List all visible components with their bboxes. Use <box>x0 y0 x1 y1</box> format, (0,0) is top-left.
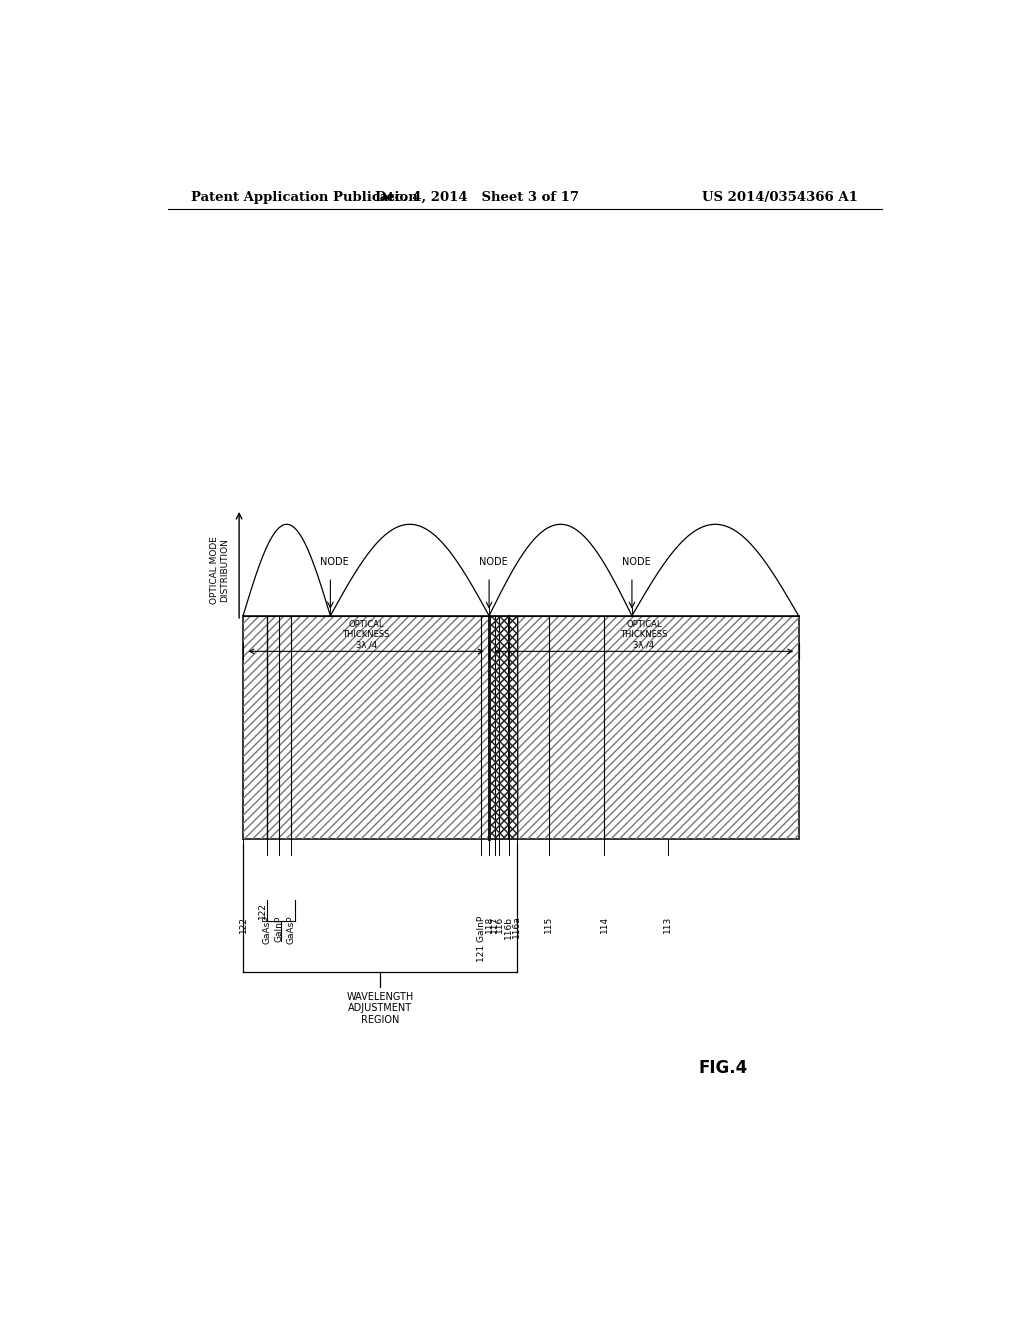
Text: 122: 122 <box>258 902 267 919</box>
Text: OPTICAL
THICKNESS
3λ /4: OPTICAL THICKNESS 3λ /4 <box>342 619 390 649</box>
Text: Dec. 4, 2014   Sheet 3 of 17: Dec. 4, 2014 Sheet 3 of 17 <box>375 190 580 203</box>
Bar <box>243 615 799 840</box>
Text: NODE: NODE <box>622 557 650 568</box>
Text: 121 GaInP: 121 GaInP <box>476 916 485 962</box>
Text: 113: 113 <box>664 916 672 933</box>
Text: 118: 118 <box>484 916 494 933</box>
Text: GaInP: GaInP <box>274 916 284 942</box>
Text: Patent Application Publication: Patent Application Publication <box>191 190 418 203</box>
Text: 122: 122 <box>239 916 248 933</box>
Text: 114: 114 <box>600 916 608 933</box>
Bar <box>489 615 518 840</box>
Text: NODE: NODE <box>478 557 508 568</box>
Text: 117: 117 <box>490 916 499 933</box>
Text: OPTICAL MODE
DISTRIBUTION: OPTICAL MODE DISTRIBUTION <box>210 536 229 605</box>
Text: WAVELENGTH
ADJUSTMENT
REGION: WAVELENGTH ADJUSTMENT REGION <box>346 991 414 1026</box>
Text: FIG.4: FIG.4 <box>698 1059 748 1077</box>
Text: 116: 116 <box>495 916 504 933</box>
Bar <box>489 615 518 840</box>
Text: 115: 115 <box>544 916 553 933</box>
Text: 116a: 116a <box>512 916 521 939</box>
Text: 116b: 116b <box>505 916 513 939</box>
Text: OPTICAL
THICKNESS
3λ /4: OPTICAL THICKNESS 3λ /4 <box>621 619 668 649</box>
Bar <box>243 615 799 840</box>
Text: US 2014/0354366 A1: US 2014/0354366 A1 <box>702 190 858 203</box>
Text: GaAsP: GaAsP <box>286 916 295 944</box>
Text: GaAsP: GaAsP <box>262 916 271 944</box>
Text: NODE: NODE <box>319 557 349 568</box>
